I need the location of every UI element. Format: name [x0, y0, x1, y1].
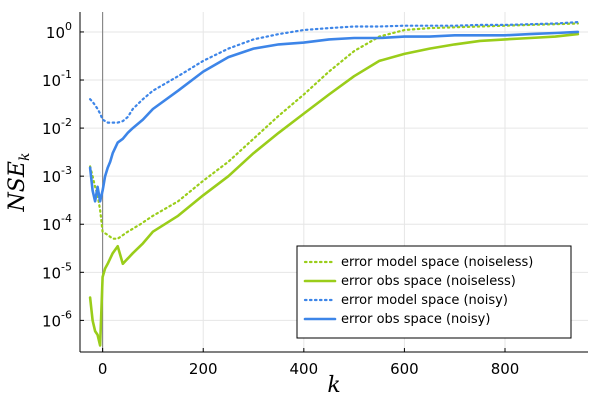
- series-line-3: [88, 30, 580, 203]
- legend: error model space (noiseless) error obs s…: [296, 245, 572, 339]
- y-tick-exponent-3: -3: [61, 164, 72, 177]
- series-line-0: [88, 22, 580, 240]
- axes: [79, 12, 588, 353]
- legend-label-3: error obs space (noisy): [341, 312, 490, 327]
- y-tick-exponent-0: 0: [65, 20, 72, 33]
- y-tick-base-1: 10: [42, 72, 61, 90]
- y-tick-base-0: 10: [46, 24, 65, 42]
- y-tick-label-0: 100: [46, 20, 72, 42]
- x-tick-label-0: 0: [98, 360, 108, 378]
- x-tick-label-4: 800: [491, 360, 520, 378]
- y-tick-label-1: 10-1: [42, 68, 72, 90]
- x-tick-label-1: 200: [189, 360, 218, 378]
- legend-label-1: error obs space (noiseless): [341, 274, 516, 289]
- y-tick-base-3: 10: [42, 168, 61, 186]
- y-axis-title-subscript: k: [17, 153, 33, 161]
- y-tick-label-3: 10-3: [42, 164, 72, 186]
- y-tick-base-5: 10: [42, 264, 61, 282]
- y-tick-exponent-5: -5: [61, 260, 72, 273]
- x-tick-labels: 0 200 400 600 800: [98, 360, 519, 378]
- x-axis-title: k: [327, 373, 340, 398]
- y-tick-label-6: 10-6: [42, 308, 72, 330]
- y-tick-label-4: 10-4: [42, 212, 72, 234]
- y-tick-label-5: 10-5: [42, 260, 72, 282]
- legend-label-2: error model space (noisy): [341, 293, 508, 308]
- legend-box: [296, 245, 572, 339]
- y-tick-label-2: 10-2: [42, 116, 72, 138]
- legend-label-0: error model space (noiseless): [341, 255, 533, 270]
- y-tick-exponent-2: -2: [61, 116, 72, 129]
- y-tick-base-2: 10: [42, 120, 61, 138]
- y-tick-exponent-6: -6: [61, 308, 72, 321]
- y-tick-exponent-4: -4: [61, 212, 72, 225]
- y-axis-title-main: NSE: [5, 161, 30, 212]
- y-tick-base-6: 10: [42, 312, 61, 330]
- y-axis-title: NSEk: [5, 153, 33, 213]
- x-tick-label-3: 600: [390, 360, 419, 378]
- series-lines: [88, 21, 580, 347]
- grid-lines: [80, 12, 588, 352]
- x-tick-label-2: 400: [290, 360, 319, 378]
- y-tick-base-4: 10: [42, 216, 61, 234]
- series-line-1: [88, 32, 580, 347]
- y-tick-exponent-1: -1: [61, 68, 72, 81]
- series-line-2: [88, 21, 580, 124]
